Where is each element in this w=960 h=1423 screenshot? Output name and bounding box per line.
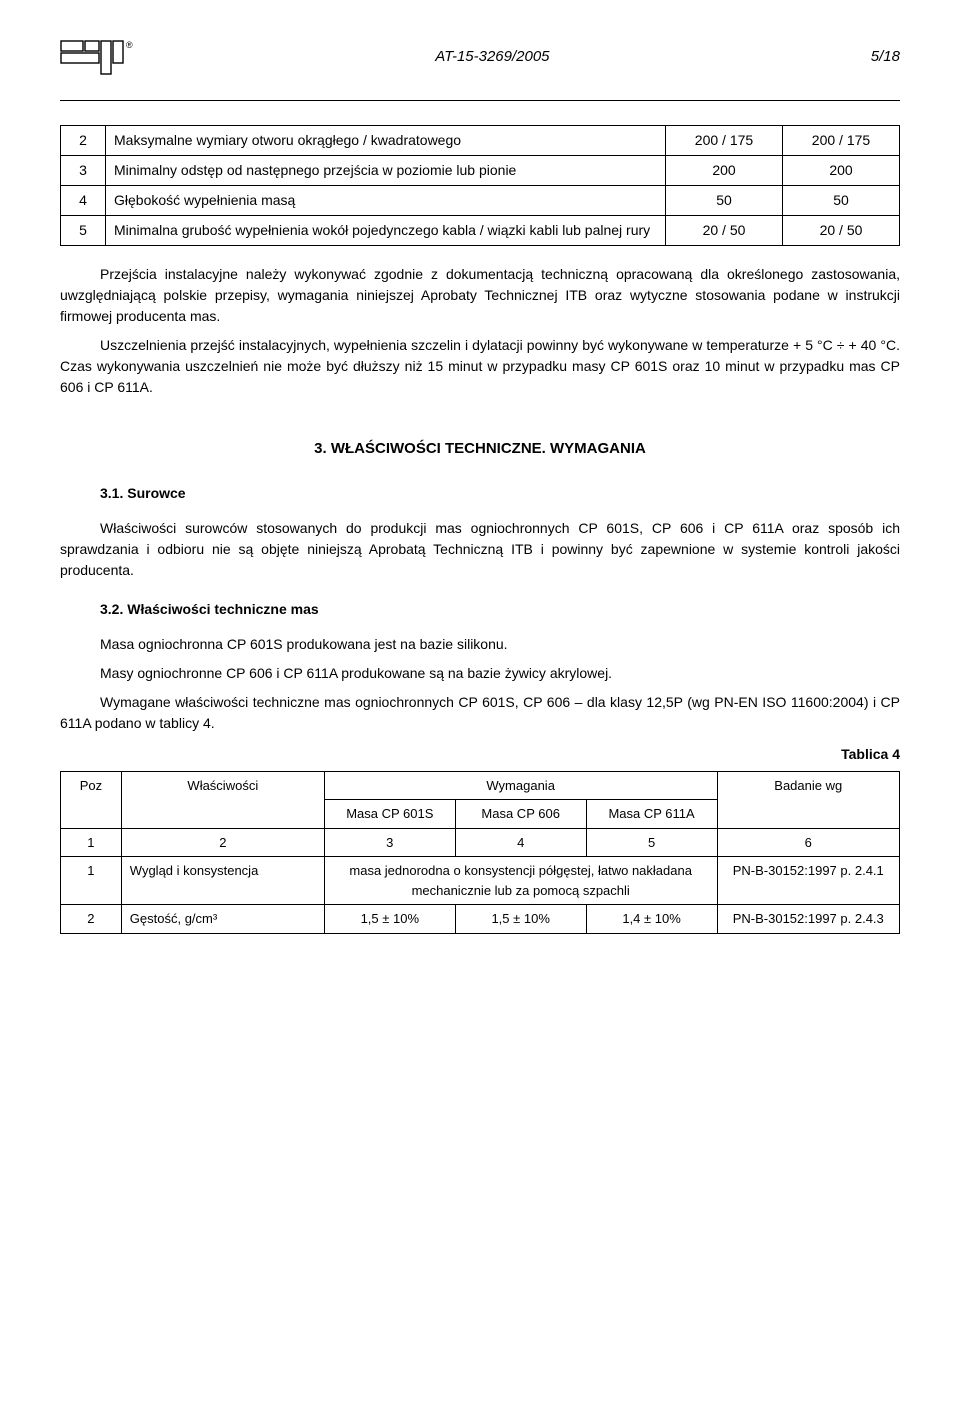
table-row: 1 Wygląd i konsystencja masa jednorodna … xyxy=(61,857,900,905)
cell-desc: Głębokość wypełnienia masą xyxy=(106,186,666,216)
cell-val: 200 / 175 xyxy=(783,126,900,156)
cell-val: 20 / 50 xyxy=(783,216,900,246)
th-mass: Masa CP 611A xyxy=(586,800,717,829)
th-mass: Masa CP 601S xyxy=(324,800,455,829)
paragraph: Wymagane właściwości techniczne mas ogni… xyxy=(60,692,900,734)
table-row: Poz Właściwości Wymagania Badanie wg xyxy=(61,771,900,800)
th-wl: Właściwości xyxy=(121,771,324,828)
cell-wym-merged: masa jednorodna o konsystencji półgęstej… xyxy=(324,857,717,905)
subsection-3-2-heading: 3.2. Właściwości techniczne mas xyxy=(100,599,900,620)
cell-index: 4 xyxy=(61,186,106,216)
cell-val: 50 xyxy=(666,186,783,216)
paragraph: Uszczelnienia przejść instalacyjnych, wy… xyxy=(60,335,900,398)
cell-wl: Wygląd i konsystencja xyxy=(121,857,324,905)
col-num: 6 xyxy=(717,828,899,857)
cell-desc: Minimalny odstęp od następnego przejścia… xyxy=(106,156,666,186)
cell-val: 50 xyxy=(783,186,900,216)
table-row: 3 Minimalny odstęp od następnego przejśc… xyxy=(61,156,900,186)
paragraph: Przejścia instalacyjne należy wykonywać … xyxy=(60,264,900,327)
th-bad: Badanie wg xyxy=(717,771,899,828)
cell-val: 20 / 50 xyxy=(666,216,783,246)
paragraph: Masy ogniochronne CP 606 i CP 611A produ… xyxy=(60,663,900,684)
col-num: 2 xyxy=(121,828,324,857)
cell-index: 1 xyxy=(61,857,122,905)
cell-val: 1,5 ± 10% xyxy=(324,905,455,934)
page-number: 5/18 xyxy=(851,40,900,69)
col-num: 5 xyxy=(586,828,717,857)
table-row: 2 Gęstość, g/cm³ 1,5 ± 10% 1,5 ± 10% 1,4… xyxy=(61,905,900,934)
cell-wl: Gęstość, g/cm³ xyxy=(121,905,324,934)
cell-index: 2 xyxy=(61,905,122,934)
cell-val: 1,4 ± 10% xyxy=(586,905,717,934)
cell-bad: PN-B-30152:1997 p. 2.4.1 xyxy=(717,857,899,905)
cell-val: 200 xyxy=(783,156,900,186)
paragraph: Masa ogniochronna CP 601S produkowana je… xyxy=(60,634,900,655)
paragraph: Właściwości surowców stosowanych do prod… xyxy=(60,518,900,581)
table-row: 5 Minimalna grubość wypełnienia wokół po… xyxy=(61,216,900,246)
cell-index: 2 xyxy=(61,126,106,156)
cell-val: 200 / 175 xyxy=(666,126,783,156)
cell-desc: Minimalna grubość wypełnienia wokół poje… xyxy=(106,216,666,246)
col-num: 4 xyxy=(455,828,586,857)
table-4-label: Tablica 4 xyxy=(60,744,900,765)
itb-logo: ® xyxy=(60,40,134,76)
section-3-title: 3. WŁAŚCIWOŚCI TECHNICZNE. WYMAGANIA xyxy=(60,438,900,461)
doc-code: AT-15-3269/2005 xyxy=(134,40,851,69)
th-poz: Poz xyxy=(61,771,122,828)
table-4: Poz Właściwości Wymagania Badanie wg Mas… xyxy=(60,771,900,934)
table-1: 2 Maksymalne wymiary otworu okrągłego / … xyxy=(60,125,900,246)
cell-index: 3 xyxy=(61,156,106,186)
cell-index: 5 xyxy=(61,216,106,246)
header-rule xyxy=(60,100,900,101)
table-row: 4 Głębokość wypełnienia masą 50 50 xyxy=(61,186,900,216)
cell-desc: Maksymalne wymiary otworu okrągłego / kw… xyxy=(106,126,666,156)
cell-val: 1,5 ± 10% xyxy=(455,905,586,934)
registered-mark: ® xyxy=(126,40,133,50)
cell-val: 200 xyxy=(666,156,783,186)
col-num: 3 xyxy=(324,828,455,857)
page-header: ® AT-15-3269/2005 5/18 xyxy=(60,40,900,76)
subsection-3-1-heading: 3.1. Surowce xyxy=(100,483,900,504)
cell-bad: PN-B-30152:1997 p. 2.4.3 xyxy=(717,905,899,934)
th-mass: Masa CP 606 xyxy=(455,800,586,829)
table-row: 2 Maksymalne wymiary otworu okrągłego / … xyxy=(61,126,900,156)
th-wym: Wymagania xyxy=(324,771,717,800)
table-row: 1 2 3 4 5 6 xyxy=(61,828,900,857)
col-num: 1 xyxy=(61,828,122,857)
